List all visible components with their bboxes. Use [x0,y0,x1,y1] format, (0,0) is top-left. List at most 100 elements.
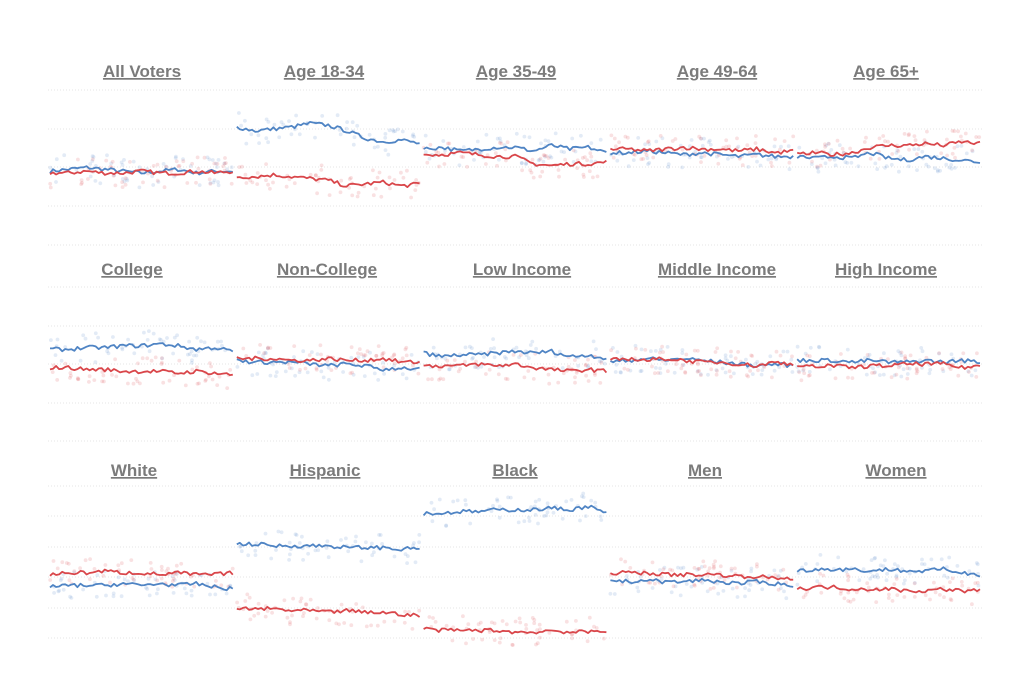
dot-rep-p10-37 [51,559,56,563]
dot-rep-p4-23 [810,159,814,164]
dot-dem-p11-36 [378,533,383,537]
dot-dem-p12-30 [533,513,538,517]
dot-dem-p5-5 [175,333,180,338]
dot-rep-p11-44 [263,614,268,619]
panel-title-8[interactable]: Middle Income [658,260,776,279]
dot-dem-p12-12 [491,503,495,508]
dot-dem-p6-41 [381,360,385,365]
dot-rep-p13-34 [706,569,711,574]
dot-dem-p1-11 [244,141,249,146]
dot-rep-p4-33 [956,129,960,134]
line-dem-13 [610,577,794,588]
dot-rep-p14-9 [892,582,897,586]
dot-dem-p14-6 [883,558,887,563]
panel-title-10[interactable]: White [111,461,157,480]
dot-dem-p4-43 [935,168,940,173]
dot-dem-p6-12 [362,374,367,378]
dot-dem-p2-26 [457,163,462,168]
dot-rep-p4-9 [823,145,827,149]
dot-rep-p2-47 [580,156,585,160]
dot-dem-p1-10 [351,142,356,147]
dot-rep-p6-28 [244,354,249,358]
dot-rep-p2-3 [538,174,543,179]
panel-title-7[interactable]: Low Income [473,260,571,279]
line-rep-13 [610,570,794,581]
dot-dem-p10-25 [61,587,66,592]
dot-dem-p5-42 [194,353,199,358]
dot-rep-p11-36 [407,610,411,614]
panel-title-4[interactable]: Age 65+ [853,62,919,81]
dot-dem-p9-52 [801,368,805,373]
dot-rep-p12-4 [538,627,542,631]
dot-rep-p10-49 [171,576,176,581]
panel-title-11[interactable]: Hispanic [290,461,361,480]
dot-rep-p3-5 [702,154,707,158]
dot-dem-p7-44 [526,356,531,361]
dot-dem-p0-48 [150,174,155,179]
dot-dem-p14-27 [902,581,906,586]
dot-dem-p10-42 [59,576,64,581]
dot-dem-p13-25 [699,565,704,569]
dot-rep-p7-29 [526,369,531,373]
dot-dem-p7-5 [447,367,451,372]
dot-dem-p13-7 [676,565,680,570]
dot-dem-p14-49 [920,557,924,562]
dot-dem-p10-23 [145,587,150,591]
dot-rep-p13-13 [707,566,712,570]
dot-rep-p12-48 [492,621,497,626]
panel-title-13[interactable]: Men [688,461,722,480]
dot-rep-p1-29 [237,165,242,170]
panel-title-12[interactable]: Black [492,461,538,480]
dot-rep-p4-2 [828,157,832,162]
dot-dem-p10-50 [56,589,61,594]
dot-rep-p5-40 [63,361,68,366]
dot-dem-p1-19 [266,120,271,124]
dot-dem-p4-41 [895,148,900,153]
dot-dem-p8-52 [759,372,764,377]
dot-rep-p3-38 [697,134,702,139]
dot-dem-p3-7 [707,138,712,143]
panel-title-3[interactable]: Age 49-64 [677,62,758,81]
dot-rep-p5-20 [50,370,55,374]
line-rep-11 [236,606,421,618]
dot-rep-p12-24 [564,619,569,624]
dot-rep-p12-13 [478,620,483,625]
dot-rep-p2-46 [461,155,466,160]
dot-dem-p12-21 [506,495,510,500]
dot-rep-p6-41 [350,370,354,375]
dot-dem-p7-29 [504,356,509,361]
dot-rep-p4-46 [815,164,819,169]
dot-dem-p8-30 [614,362,619,367]
panel-title-9[interactable]: High Income [835,260,937,279]
dot-rep-p10-27 [155,578,160,583]
panel-title-1[interactable]: Age 18-34 [284,62,365,81]
panel-title-2[interactable]: Age 35-49 [476,62,556,81]
panel-title-0[interactable]: All Voters [103,62,181,81]
dot-rep-p10-15 [66,561,71,566]
dot-dem-p13-20 [743,594,747,599]
dot-rep-p14-52 [865,581,870,586]
dot-dem-p10-18 [171,591,176,595]
panel-title-14[interactable]: Women [865,461,926,480]
dot-dem-p14-9 [844,569,849,574]
dot-rep-p12-51 [532,621,537,626]
dot-dem-p14-28 [803,562,808,566]
dot-dem-p2-27 [461,145,466,149]
dot-dem-p3-35 [693,149,698,154]
dot-dem-p7-9 [502,355,507,359]
panel-title-6[interactable]: Non-College [277,260,377,279]
dot-rep-p5-14 [87,374,92,379]
dot-rep-p0-1 [76,157,80,162]
dot-dem-p9-10 [898,351,903,355]
dot-rep-p4-11 [939,151,944,156]
dot-dem-p3-22 [698,155,703,160]
dot-dem-p4-9 [833,163,838,168]
panel-title-5[interactable]: College [101,260,162,279]
dot-rep-p7-37 [522,375,527,380]
dot-rep-p9-2 [846,375,850,380]
dot-dem-p8-21 [789,357,794,362]
dot-dem-p4-18 [935,169,940,174]
dot-dem-p3-10 [702,136,706,141]
dot-dem-p3-21 [666,165,671,169]
dot-rep-p9-19 [940,367,945,371]
